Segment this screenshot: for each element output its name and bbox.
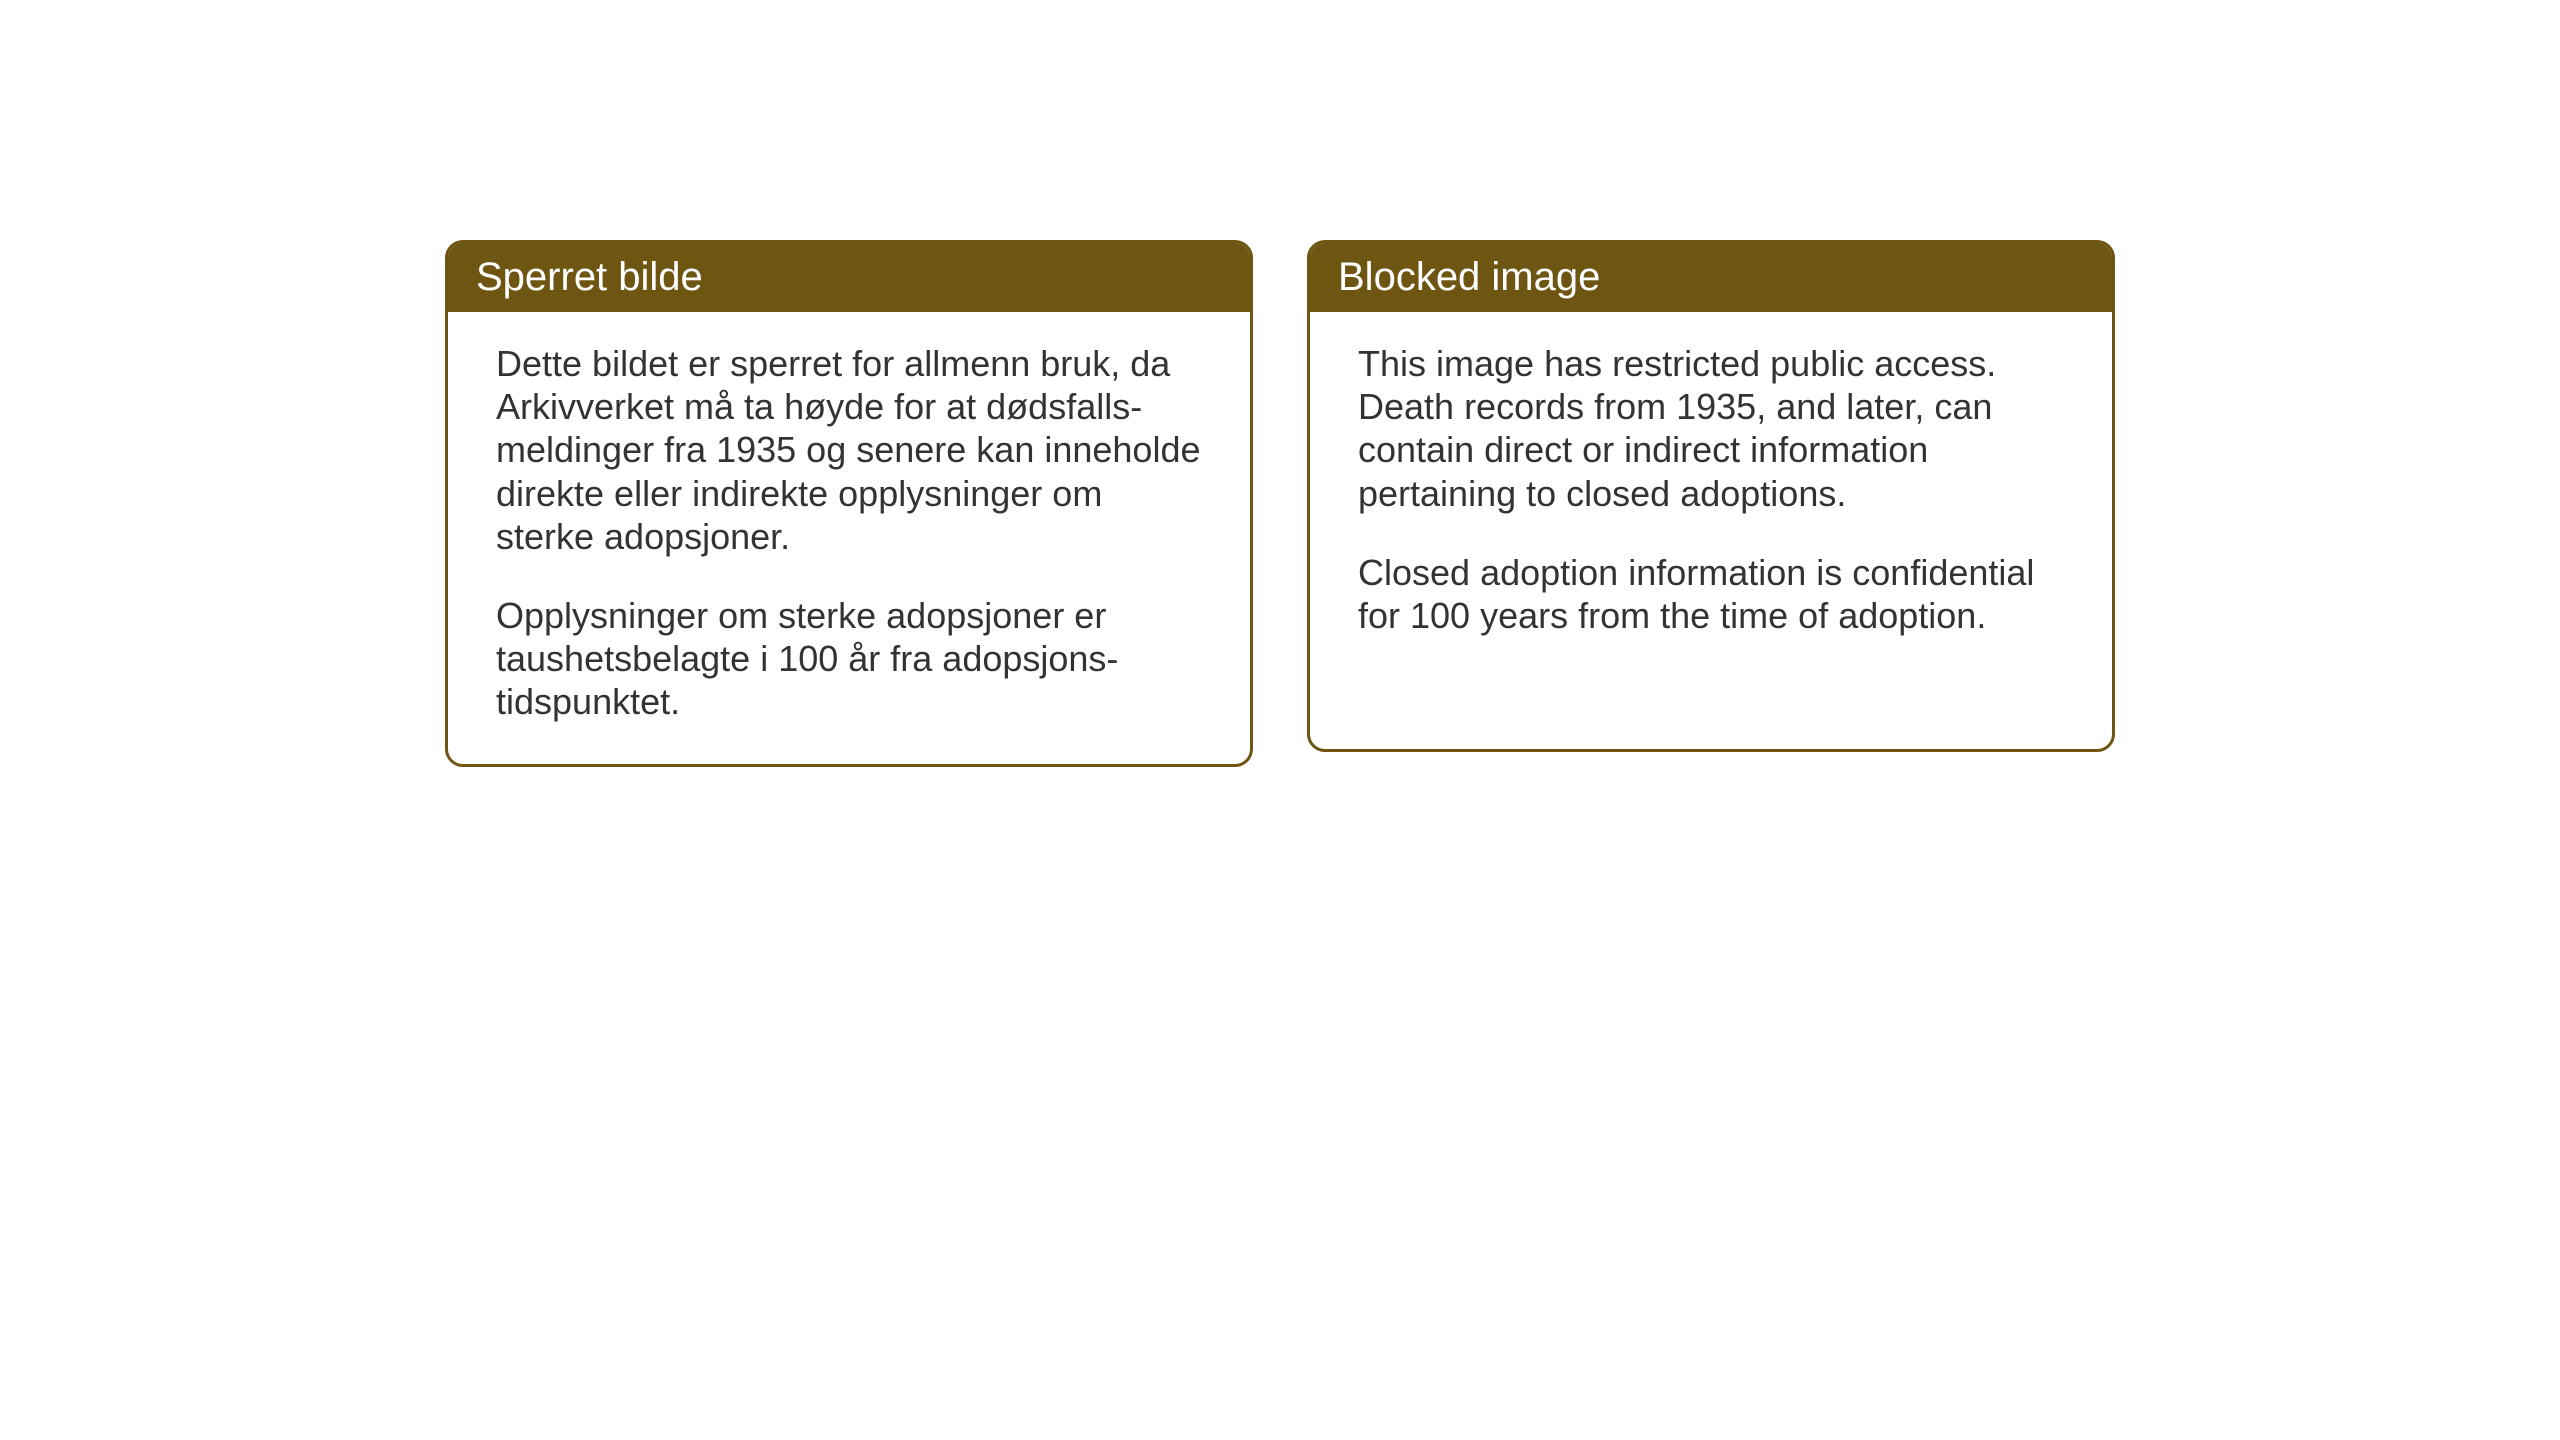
paragraph-norwegian-1: Dette bildet er sperret for allmenn bruk… — [496, 342, 1202, 558]
card-title-english: Blocked image — [1338, 255, 1600, 299]
card-body-english: This image has restricted public access.… — [1310, 312, 2112, 677]
cards-container: Sperret bilde Dette bildet er sperret fo… — [445, 240, 2115, 767]
paragraph-english-2: Closed adoption information is confident… — [1358, 551, 2064, 637]
paragraph-english-1: This image has restricted public access.… — [1358, 342, 2064, 515]
card-body-norwegian: Dette bildet er sperret for allmenn bruk… — [448, 312, 1250, 764]
card-norwegian: Sperret bilde Dette bildet er sperret fo… — [445, 240, 1253, 767]
card-title-norwegian: Sperret bilde — [476, 255, 703, 299]
paragraph-norwegian-2: Opplysninger om sterke adopsjoner er tau… — [496, 594, 1202, 724]
card-header-norwegian: Sperret bilde — [448, 243, 1250, 312]
card-english: Blocked image This image has restricted … — [1307, 240, 2115, 752]
card-header-english: Blocked image — [1310, 243, 2112, 312]
